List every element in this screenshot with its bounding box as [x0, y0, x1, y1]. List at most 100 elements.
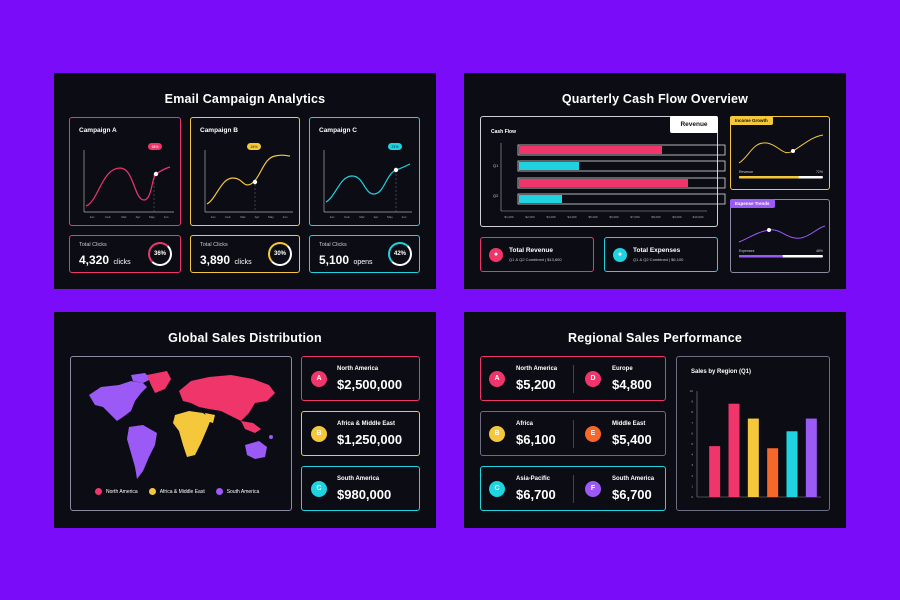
expenses-label: Total Expenses	[633, 247, 681, 254]
sales-by-region-card: Sales by Region (Q1) 10 9 8 7 6 5 4 3 2 1 0	[676, 356, 830, 511]
region-amount: $1,250,000	[337, 432, 403, 447]
x-tick: Jan	[211, 215, 216, 219]
x-tick: Jan	[330, 215, 335, 219]
campaign-c-metric-card: Total Clicks 5,100 opens 42%	[309, 235, 420, 273]
region-letter: B	[489, 426, 505, 442]
region-amount: $4,800	[612, 377, 652, 392]
x-tick: $5,000	[588, 215, 598, 219]
campaign-name: Campaign B	[200, 127, 238, 134]
regional-card-row-2: B Africa $6,100 E Middle East $5,400	[480, 411, 666, 456]
percent-ring: 30%	[268, 242, 292, 266]
legend-item: North America	[95, 488, 138, 495]
expenses-sub: Q1 & Q2 Combined | $6,100	[633, 257, 684, 262]
y-tick: 5	[691, 442, 693, 446]
region-name: North America	[337, 366, 379, 372]
region-amount: $6,100	[516, 432, 556, 447]
campaign-b-metric-card: Total Clicks 3,890 clicks 30%	[190, 235, 300, 273]
percent-ring: 36%	[148, 242, 172, 266]
region-letter: C	[311, 481, 327, 497]
slide-email-campaign: Email Campaign Analytics Campaign A 18% …	[54, 73, 436, 289]
x-tick: Feb	[225, 215, 231, 219]
chart-title: Sales by Region (Q1)	[691, 369, 752, 375]
x-tick: May	[149, 215, 155, 219]
bar	[786, 431, 798, 497]
expense-trends-line: Expenses 48%	[738, 225, 826, 258]
revenue-tag: Revenue	[670, 116, 718, 133]
metric-value: 5,100 opens	[319, 253, 373, 267]
x-tick: $6,000	[609, 215, 619, 219]
campaign-c-line-chart: 21% Jan Feb Mar Apr May Jun	[323, 143, 412, 219]
x-tick: Jun	[402, 215, 407, 219]
income-left-label: Revenue	[739, 170, 753, 174]
x-tick: $10,000	[693, 215, 704, 219]
region-letter: E	[585, 426, 601, 442]
x-tick: Jan	[90, 215, 95, 219]
bar	[805, 418, 817, 497]
slide-regional-sales: Regional Sales Performance A North Ameri…	[464, 312, 846, 528]
world-map-card: North America Africa & Middle East South…	[70, 356, 292, 511]
campaign-b-line-chart: 24% Jan Feb Mar Apr May Jun	[204, 143, 293, 219]
region-letter: B	[311, 426, 327, 442]
y-tick: 7	[691, 421, 693, 425]
x-tick: Mar	[121, 215, 126, 219]
region-card-c: C South America $980,000	[301, 466, 420, 511]
slide-title: Global Sales Distribution	[168, 331, 322, 345]
region-letter: A	[489, 371, 505, 387]
region-amount: $5,400	[612, 432, 652, 447]
region-card-a: A North America $2,500,000	[301, 356, 420, 401]
y-tick: 2	[691, 474, 693, 478]
income-growth-line: Revenue 72%	[738, 134, 824, 179]
income-growth-tag: Income Growth	[730, 116, 773, 125]
x-tick: $8,000	[651, 215, 661, 219]
row-label: Q2	[493, 193, 499, 198]
region-amount: $6,700	[612, 487, 652, 502]
slide-title: Quarterly Cash Flow Overview	[561, 92, 749, 106]
region-name: Asia-Pacific	[516, 476, 551, 482]
total-revenue-card: ● Total Revenue Q1 & Q2 Combined | $13,6…	[480, 237, 594, 272]
y-tick: 8	[691, 410, 693, 414]
region-name: Africa & Middle East	[337, 421, 396, 427]
x-tick: Apr	[136, 215, 141, 219]
x-tick: $2,000	[525, 215, 535, 219]
region-amount: $980,000	[337, 487, 392, 502]
expense-left-label: Expenses	[739, 249, 755, 253]
revenue-sub: Q1 & Q2 Combined | $13,600	[509, 257, 562, 262]
x-tick: May	[387, 215, 393, 219]
income-right-value: 72%	[816, 170, 823, 174]
y-tick: 1	[691, 484, 693, 488]
x-tick: Mar	[359, 215, 364, 219]
bar	[728, 403, 740, 497]
region-name: North America	[516, 366, 558, 372]
chart-title: Cash Flow	[491, 129, 517, 135]
x-tick: $4,000	[567, 215, 577, 219]
badge: 18%	[151, 145, 158, 149]
expense-trends-card: Expense Trends Expenses 48%	[730, 199, 830, 273]
region-amount: $5,200	[516, 377, 556, 392]
campaign-a-line-chart: 18% Jan Feb Mar Apr May Jun	[83, 143, 174, 219]
percent-ring: 42%	[388, 242, 412, 266]
region-name: Africa	[516, 421, 534, 427]
region-name: Europe	[612, 366, 633, 372]
x-tick: $9,000	[672, 215, 682, 219]
map-legend: North America Africa & Middle East South…	[95, 488, 259, 495]
regional-card-row-3: C Asia-Pacific $6,700 F South America $6…	[480, 466, 666, 511]
x-tick: Apr	[374, 215, 379, 219]
metric-value: 3,890 clicks	[200, 253, 252, 267]
legend-item: South America	[215, 488, 259, 495]
region-card-b: B Africa & Middle East $1,250,000	[301, 411, 420, 456]
region-amount: $2,500,000	[337, 377, 403, 392]
x-tick: $7,000	[630, 215, 640, 219]
y-tick: 9	[691, 400, 693, 404]
y-tick: 0	[691, 495, 693, 499]
revenue-label: Total Revenue	[509, 247, 553, 254]
row-label: Q1	[493, 163, 499, 168]
campaign-b-chart-card: Campaign B 24% Jan Feb Mar Apr May Jun	[190, 117, 300, 226]
campaign-a-metric-card: Total Clicks 4,320 clicks 36%	[69, 235, 181, 273]
region-amount: $6,700	[516, 487, 556, 502]
metric-label: Total Clicks	[200, 242, 228, 248]
x-tick: Feb	[344, 215, 350, 219]
bar	[767, 448, 779, 497]
campaign-c-chart-card: Campaign C 21% Jan Feb Mar Apr May Jun	[309, 117, 420, 226]
x-tick: $1,000	[504, 215, 514, 219]
badge: 21%	[391, 145, 398, 149]
